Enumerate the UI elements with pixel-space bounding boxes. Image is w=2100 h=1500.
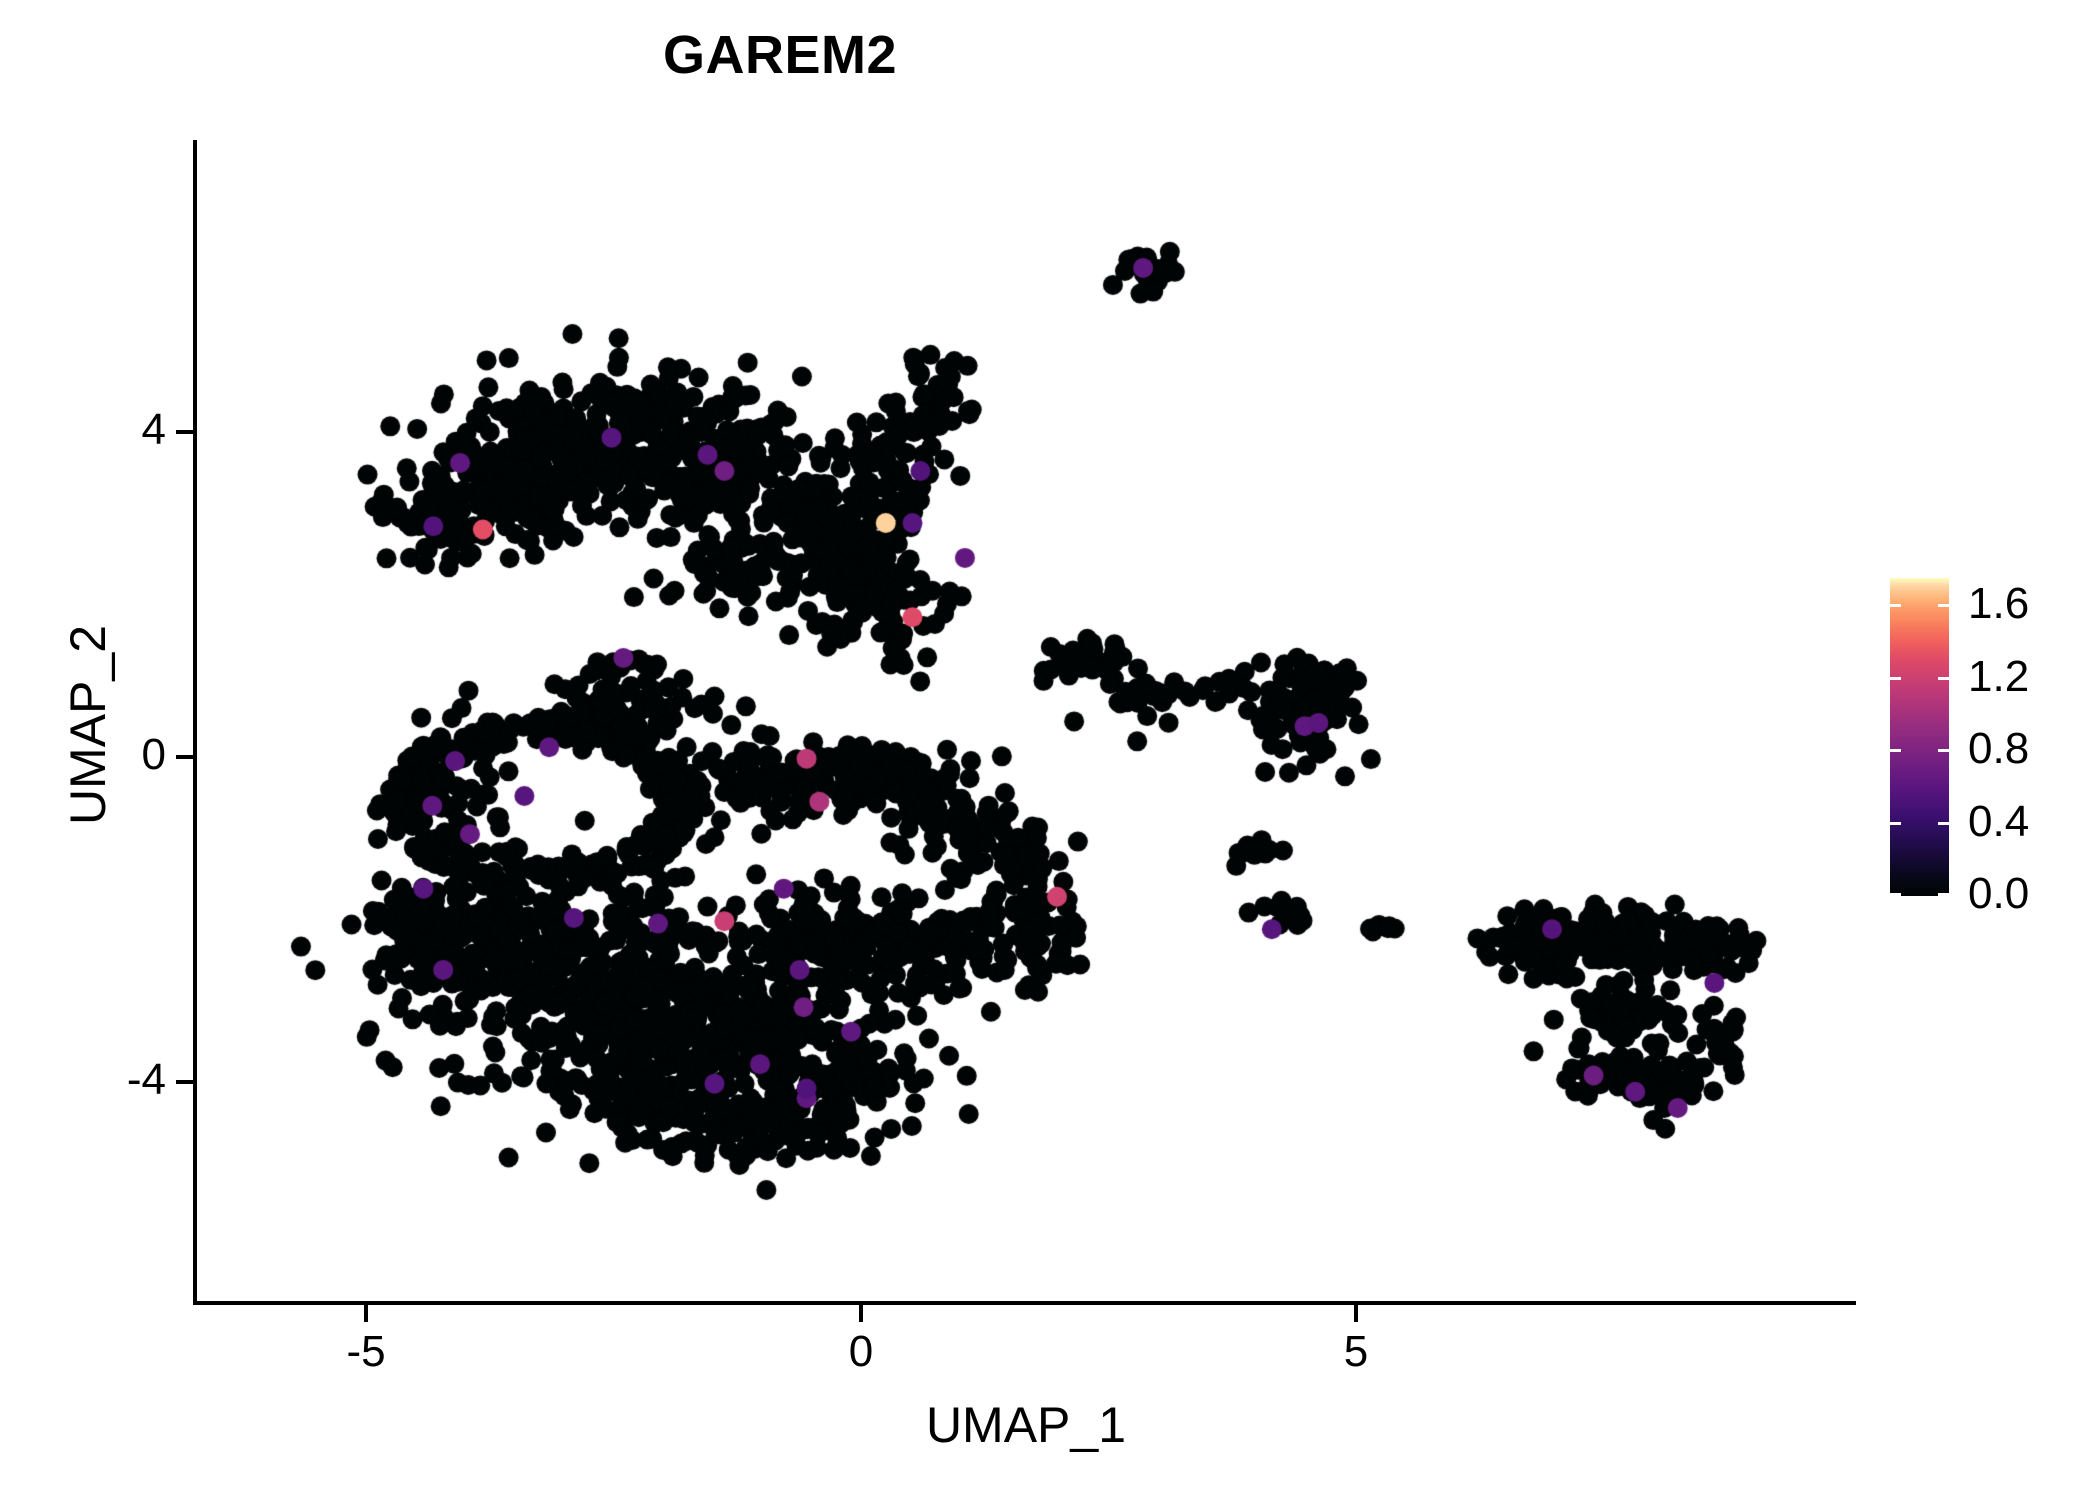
y-tick-label: -4 bbox=[126, 1055, 166, 1104]
x-tick-label: 5 bbox=[1343, 1327, 1369, 1376]
y-tick-mark bbox=[176, 755, 193, 759]
colorbar-tick-label: 1.2 bbox=[1968, 651, 2030, 701]
y-tick-label: 0 bbox=[141, 730, 166, 779]
y-axis-line bbox=[193, 140, 197, 1305]
x-axis-title: UMAP_1 bbox=[925, 1397, 1127, 1453]
y-tick-label: 4 bbox=[141, 405, 166, 454]
colorbar-gradient bbox=[1890, 578, 1949, 896]
x-tick-mark bbox=[1354, 1305, 1358, 1322]
scatter-plot-canvas bbox=[196, 140, 1856, 1303]
colorbar-tick-label: 0.0 bbox=[1968, 869, 2030, 918]
x-tick-mark bbox=[859, 1305, 863, 1322]
y-tick-mark bbox=[176, 1080, 193, 1084]
y-axis-title: UMAP_2 bbox=[60, 624, 116, 826]
y-tick-mark bbox=[176, 430, 193, 434]
x-tick-mark bbox=[364, 1305, 368, 1322]
colorbar-tick-label: 0.4 bbox=[1968, 796, 2030, 846]
x-tick-label: -5 bbox=[346, 1327, 386, 1376]
x-axis-line bbox=[193, 1301, 1856, 1305]
x-tick-label: 0 bbox=[848, 1327, 874, 1376]
colorbar-tick-label: 0.8 bbox=[1968, 724, 2030, 774]
page-title: GAREM2 bbox=[662, 25, 898, 85]
colorbar-legend: 1.6 1.2 0.8 0.4 0.0 bbox=[1890, 578, 2090, 916]
colorbar-tick-label: 1.6 bbox=[1968, 579, 2030, 629]
